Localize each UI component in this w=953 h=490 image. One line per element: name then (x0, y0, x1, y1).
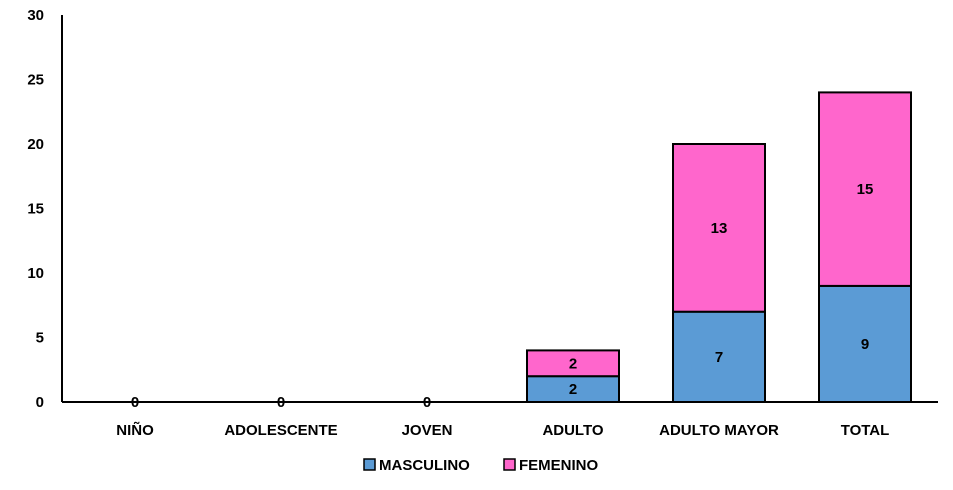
y-tick-label: 5 (36, 330, 44, 347)
x-category-label: ADULTO MAYOR (659, 422, 779, 439)
bars-group (526, 91, 912, 404)
data-label: 2 (569, 355, 577, 372)
legend: MASCULINO FEMENINO (363, 457, 599, 474)
data-label: 13 (711, 220, 728, 237)
x-category-label: ADULTO (542, 422, 603, 439)
labels-group: 0 0 0 2 2 7 13 9 15 (131, 181, 874, 411)
data-label: 2 (569, 381, 577, 398)
bar-segment (526, 349, 620, 378)
y-tick-label: 30 (27, 7, 44, 24)
data-label-zero: 0 (423, 394, 431, 411)
y-tick-label: 25 (27, 72, 44, 89)
y-tick-label: 15 (27, 201, 44, 218)
data-label: 7 (715, 349, 723, 366)
x-category-label: JOVEN (402, 422, 453, 439)
x-category-label: ADOLESCENTE (224, 422, 337, 439)
y-tick-label: 0 (36, 394, 44, 411)
bar-segment (818, 91, 912, 287)
legend-swatch (503, 458, 516, 471)
y-tick-label: 20 (27, 136, 44, 153)
x-category-label: TOTAL (841, 422, 890, 439)
data-label: 9 (861, 336, 869, 353)
y-tick-label: 10 (27, 265, 44, 282)
legend-swatch (363, 458, 376, 471)
data-label-zero: 0 (131, 394, 139, 411)
legend-label: MASCULINO (379, 457, 470, 474)
x-category-label: NIÑO (116, 421, 154, 439)
bar-segment (672, 143, 766, 313)
data-label: 15 (857, 181, 874, 198)
legend-label: FEMENINO (519, 457, 599, 474)
data-label-zero: 0 (277, 394, 285, 411)
